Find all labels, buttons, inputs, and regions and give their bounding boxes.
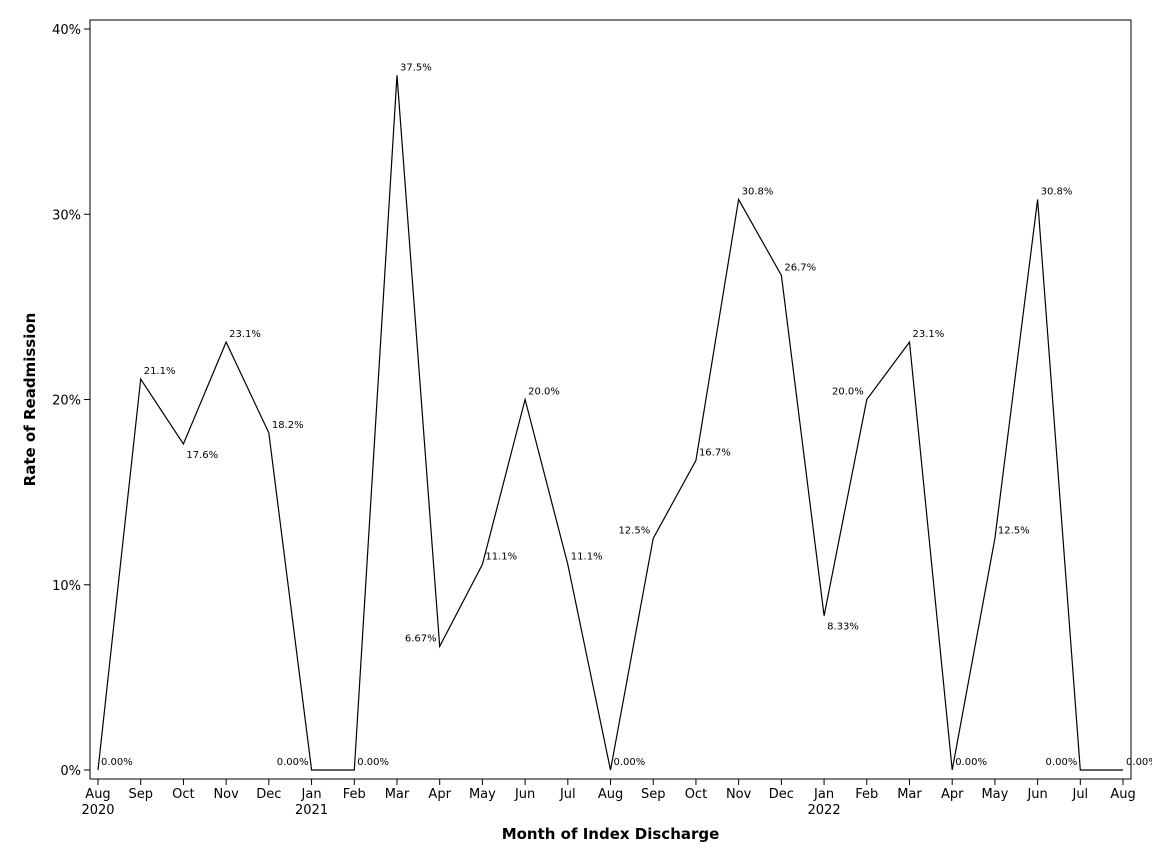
y-tick-label: 10% (52, 579, 81, 594)
y-axis: 0% 10% 20% 30% 40% (52, 23, 90, 779)
x-tick-label: Jul (559, 787, 576, 802)
x-tick-label: Dec (769, 787, 794, 802)
x-tick-label: Mar (385, 787, 410, 802)
x-tick-label: Jan (301, 787, 322, 802)
x-tick-label: Apr (428, 787, 451, 802)
data-label: 0.00% (357, 757, 389, 768)
data-label: 0.00% (1126, 757, 1152, 768)
data-label: 18.2% (272, 420, 304, 431)
x-tick-label: May (981, 787, 1008, 802)
data-label: 6.67% (405, 633, 437, 644)
y-tick-label: 40% (52, 23, 81, 38)
data-label: 0.00% (101, 757, 133, 768)
plot-area-frame (89, 19, 1132, 780)
x-axis-title: Month of Index Discharge (502, 825, 720, 843)
x-tick-label: Mar (897, 787, 922, 802)
y-tick-label: 30% (52, 208, 81, 223)
x-year-label: 2020 (81, 803, 114, 818)
x-tick-label: Sep (641, 787, 666, 802)
x-tick-label: Feb (343, 787, 366, 802)
x-tick-label: Apr (941, 787, 964, 802)
data-label: 30.8% (1041, 186, 1073, 197)
data-label: 23.1% (229, 329, 261, 340)
data-label: 12.5% (618, 525, 650, 536)
y-axis-title: Rate of Readmission (21, 313, 39, 487)
x-tick-label: Oct (172, 787, 194, 802)
data-label: 8.33% (827, 622, 859, 633)
data-label: 0.00% (1046, 757, 1078, 768)
x-year-label: 2022 (808, 803, 841, 818)
data-label: 0.00% (614, 757, 646, 768)
data-label: 30.8% (742, 186, 774, 197)
x-tick-label: Aug (85, 787, 110, 802)
x-tick-label: Feb (855, 787, 878, 802)
x-tick-label: Oct (685, 787, 707, 802)
data-label: 37.5% (400, 62, 432, 73)
x-tick-label: Jun (1026, 787, 1047, 802)
data-label: 11.1% (571, 551, 603, 562)
y-tick-label: 20% (52, 394, 81, 409)
x-tick-label: Aug (1110, 787, 1135, 802)
data-label: 12.5% (998, 525, 1030, 536)
data-label: 23.1% (912, 329, 944, 340)
x-tick-label: Sep (128, 787, 153, 802)
x-tick-label: Jun (514, 787, 535, 802)
data-label: 11.1% (485, 551, 517, 562)
data-label: 0.00% (955, 757, 987, 768)
x-tick-label: Jan (813, 787, 834, 802)
data-label: 20.0% (832, 387, 864, 398)
data-labels: 0.00% 21.1% 17.6% 23.1% 18.2% 0.00% 0.00% 37.5%… (101, 62, 1152, 768)
y-tick-label: 0% (60, 764, 81, 779)
data-label: 17.6% (186, 450, 218, 461)
x-tick-label: Aug (598, 787, 623, 802)
x-tick-label: Dec (256, 787, 281, 802)
x-tick-label: Jul (1071, 787, 1088, 802)
data-label: 0.00% (277, 757, 309, 768)
x-tick-label: May (469, 787, 496, 802)
series-line (97, 75, 1123, 771)
data-label: 20.0% (528, 387, 560, 398)
x-year-label: 2021 (295, 803, 328, 818)
data-label: 21.1% (144, 366, 176, 377)
data-label: 26.7% (784, 262, 816, 273)
x-tick-label: Nov (726, 787, 752, 802)
x-tick-label: Nov (213, 787, 239, 802)
data-label: 16.7% (699, 448, 731, 459)
